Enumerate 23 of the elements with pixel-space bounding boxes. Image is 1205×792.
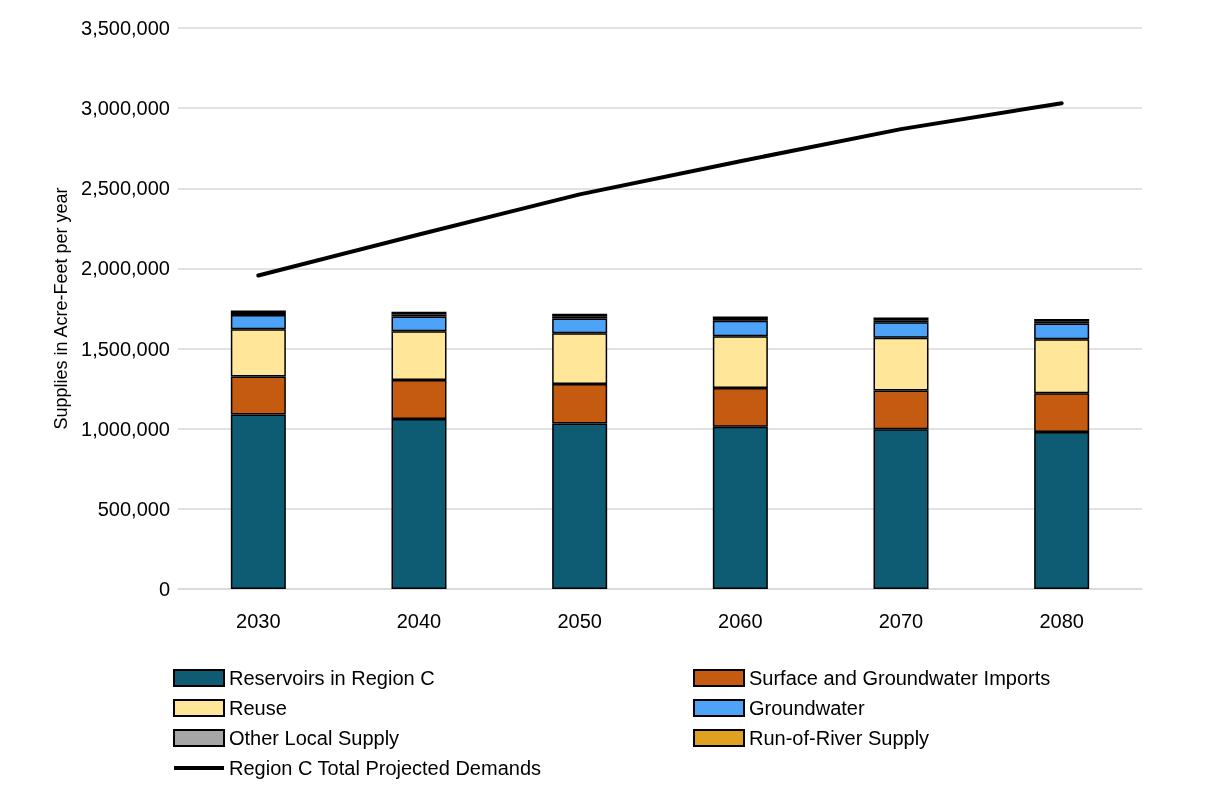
x-tick-label: 2030 — [236, 610, 281, 632]
y-tick-label: 500,000 — [97, 497, 170, 520]
legend-label: Groundwater — [749, 697, 865, 719]
y-tick-label: 1,000,000 — [81, 417, 170, 440]
x-tick-label: 2070 — [878, 610, 924, 632]
legend-label: Reuse — [229, 697, 287, 719]
y-tick-label: 2,000,000 — [81, 257, 170, 280]
legend-label: Reservoirs in Region C — [229, 667, 435, 689]
y-tick-label: 1,500,000 — [81, 337, 170, 360]
legend-label: Surface and Groundwater Imports — [749, 667, 1051, 689]
y-tick-label: 0 — [158, 578, 170, 600]
y-tick-label: 2,500,000 — [81, 177, 170, 200]
x-tick-label: 2050 — [557, 610, 602, 632]
x-tick-label: 2040 — [396, 610, 442, 632]
y-tick-label: 3,500,000 — [81, 17, 170, 39]
legend-label: Other Local Supply — [229, 727, 400, 749]
legend-label: Run-of-River Supply — [749, 727, 930, 749]
x-tick-label: 2060 — [718, 610, 763, 632]
x-tick-label: 2080 — [1039, 610, 1084, 632]
line-series — [256, 101, 1064, 278]
y-axis-title: Supplies in Acre-Feet per year — [51, 187, 72, 430]
legend-label: Region C Total Projected Demands — [229, 757, 542, 779]
y-tick-label: 3,000,000 — [81, 97, 170, 120]
